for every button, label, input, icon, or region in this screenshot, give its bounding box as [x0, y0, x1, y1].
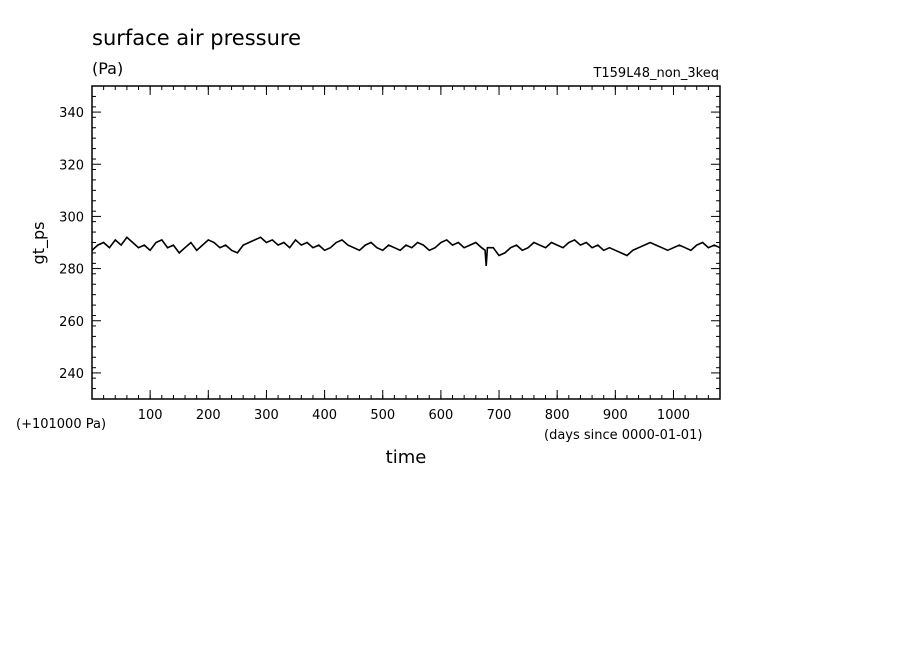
- x-tick-label: 900: [603, 408, 628, 423]
- x-tick-label: 400: [312, 408, 337, 423]
- x-tick-label: 100: [138, 408, 163, 423]
- x-tick-label: 600: [428, 408, 453, 423]
- x-tick-label: 700: [487, 408, 512, 423]
- y-tick-labels: 240 260 280 300 320 340: [59, 106, 84, 382]
- y-tick-label: 240: [59, 367, 84, 382]
- chart-units: (Pa): [92, 59, 123, 78]
- y-tick-label: 280: [59, 263, 84, 278]
- x-tick-label: 800: [545, 408, 570, 423]
- x-tick-label: 300: [254, 408, 279, 423]
- x-axis-label: time: [386, 447, 427, 468]
- y-axis-ticks: [92, 85, 720, 400]
- x-tick-label: 200: [196, 408, 221, 423]
- y-tick-label: 320: [59, 158, 84, 173]
- x-tick-label: 500: [370, 408, 395, 423]
- series-line: [91, 236, 721, 267]
- chart-title: surface air pressure: [92, 26, 301, 50]
- y-offset-label: (+101000 Pa): [16, 417, 106, 432]
- plot-frame: [91, 85, 721, 400]
- x-tick-labels: 100 200 300 400 500 600 700 800 900 1000: [138, 408, 690, 423]
- run-label: T159L48_non_3keq: [592, 66, 719, 81]
- y-axis-label: gt_ps: [29, 222, 49, 265]
- y-tick-label: 300: [59, 210, 84, 225]
- x-tick-label: 1000: [657, 408, 690, 423]
- x-axis-ticks: [91, 86, 721, 399]
- x-units-label: (days since 0000-01-01): [544, 428, 702, 443]
- y-tick-label: 260: [59, 315, 84, 330]
- y-tick-label: 340: [59, 106, 84, 121]
